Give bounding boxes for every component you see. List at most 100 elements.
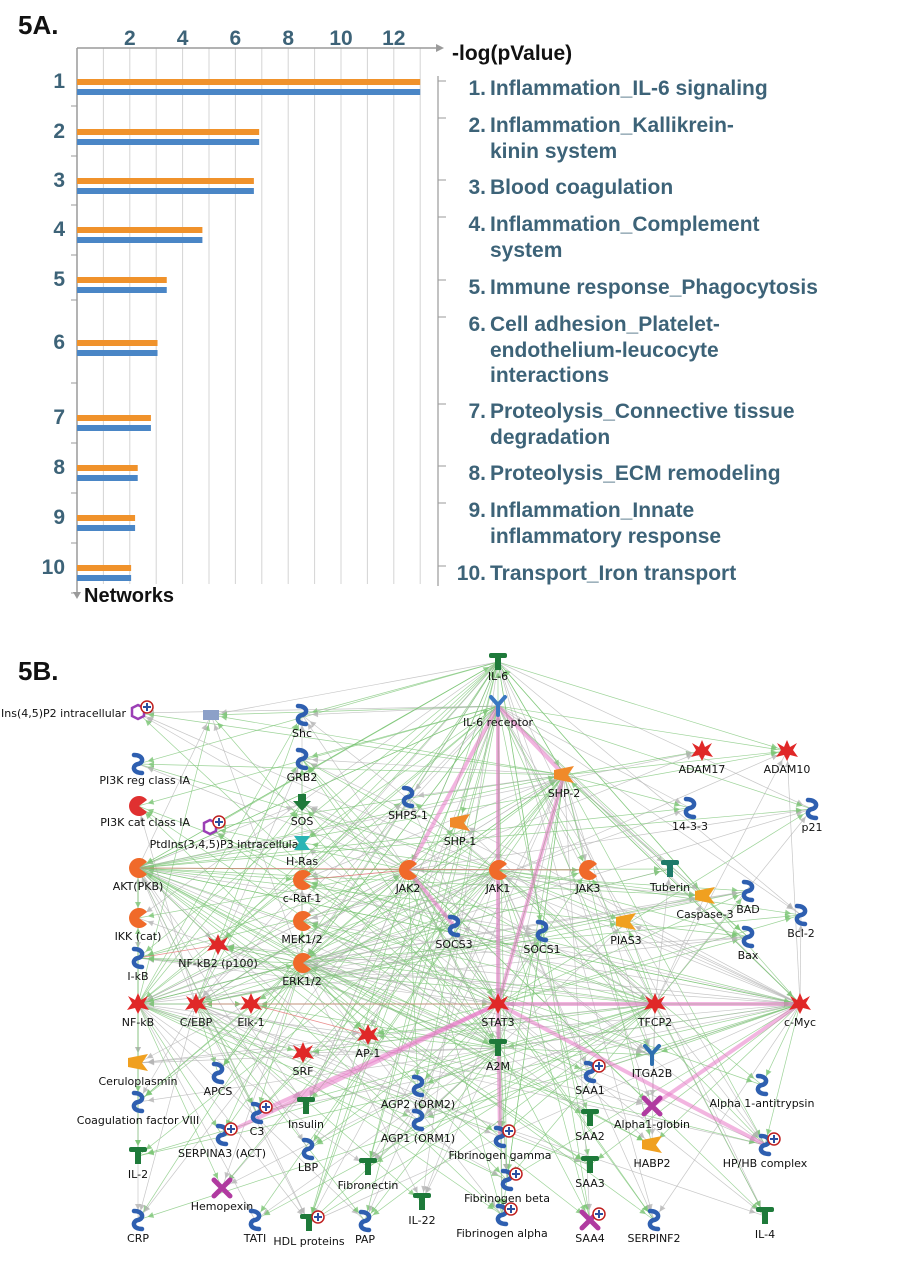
edge-arrow bbox=[227, 945, 235, 952]
legend-text: system bbox=[490, 239, 562, 262]
node-il-6 bbox=[489, 653, 507, 670]
node-sos bbox=[293, 794, 311, 811]
edge-arrow bbox=[574, 1107, 582, 1114]
edge bbox=[137, 661, 499, 919]
edge bbox=[301, 758, 409, 871]
edge bbox=[497, 930, 543, 1049]
node-label: Bax bbox=[738, 949, 759, 962]
edge-arrow bbox=[481, 997, 489, 1004]
edge bbox=[210, 714, 303, 964]
legend-text: kinin system bbox=[490, 140, 617, 163]
edge bbox=[137, 867, 591, 1221]
edge-arrow bbox=[463, 926, 471, 933]
node-hphb bbox=[758, 1132, 781, 1157]
node-label: A2M bbox=[486, 1060, 510, 1073]
edge-arrow bbox=[745, 1076, 753, 1083]
edge-arrow bbox=[586, 1203, 593, 1211]
edge-arrow bbox=[224, 1058, 231, 1066]
edge-arrow bbox=[665, 878, 672, 886]
edge bbox=[302, 1003, 656, 1054]
edge bbox=[301, 868, 671, 964]
category-label: 1 bbox=[53, 70, 65, 93]
edge-arrow bbox=[583, 1148, 590, 1156]
node-jak1 bbox=[489, 860, 507, 880]
category-label: 5 bbox=[53, 268, 65, 291]
edge bbox=[137, 867, 419, 1121]
edge-arrow bbox=[784, 909, 792, 916]
edge-arrow bbox=[307, 767, 314, 774]
edge-arrow bbox=[643, 1089, 650, 1097]
edge bbox=[250, 1003, 369, 1036]
node-label: ITGA2B bbox=[632, 1067, 673, 1080]
edge bbox=[137, 867, 499, 1049]
edge-arrow bbox=[571, 872, 579, 878]
edge bbox=[137, 944, 219, 959]
node-nfkb2 bbox=[207, 934, 229, 955]
edge-arrow bbox=[577, 854, 584, 862]
node-ikk bbox=[129, 908, 147, 928]
node-label: IL-4 bbox=[755, 1228, 775, 1241]
edge bbox=[563, 750, 703, 776]
edge bbox=[301, 758, 801, 1005]
node-mek12 bbox=[293, 911, 311, 931]
edge bbox=[654, 750, 788, 1005]
node-label: 14-3-3 bbox=[672, 820, 708, 833]
edge bbox=[587, 869, 656, 1005]
edge bbox=[195, 1003, 591, 1166]
legend-number: 2. bbox=[468, 114, 486, 137]
edge bbox=[137, 1003, 766, 1217]
node-lbp bbox=[301, 1137, 315, 1161]
node-a2m bbox=[489, 1039, 507, 1056]
node-label: SOS bbox=[291, 815, 314, 828]
edge bbox=[137, 867, 303, 881]
edge bbox=[137, 867, 197, 1005]
highlight-edge bbox=[650, 1002, 802, 1108]
edge-arrow bbox=[766, 1069, 772, 1076]
edge bbox=[137, 1003, 223, 1189]
edge bbox=[137, 867, 706, 897]
edge-arrow bbox=[592, 878, 598, 886]
edge bbox=[625, 921, 801, 1005]
edge bbox=[301, 962, 653, 1056]
edge-arrow bbox=[491, 1169, 499, 1176]
edge bbox=[417, 1003, 656, 1121]
edge bbox=[137, 869, 409, 1103]
node-label: Tuberin bbox=[649, 881, 690, 894]
edge bbox=[137, 962, 303, 1005]
edge-arrow bbox=[488, 1032, 494, 1040]
node-label: SHPS-1 bbox=[388, 809, 428, 822]
node-label: HABP2 bbox=[634, 1157, 671, 1170]
edge bbox=[308, 1047, 499, 1224]
edge bbox=[407, 796, 656, 1005]
edge bbox=[301, 869, 499, 922]
node-label: c-Raf-1 bbox=[283, 892, 321, 905]
edge-arrow bbox=[649, 1128, 656, 1136]
legend-text: Inflammation_Complement bbox=[490, 213, 760, 236]
edge-arrow bbox=[352, 1206, 359, 1214]
node-c3 bbox=[250, 1100, 273, 1125]
edge-arrow bbox=[285, 842, 293, 849]
edge-arrow bbox=[225, 932, 233, 939]
edge bbox=[137, 869, 499, 959]
bar-series-orange bbox=[77, 565, 132, 571]
edge-arrow bbox=[628, 931, 635, 939]
edge bbox=[301, 758, 565, 776]
edge bbox=[137, 867, 303, 964]
edge bbox=[137, 957, 656, 1005]
edge bbox=[497, 921, 627, 1049]
edge bbox=[301, 802, 499, 1049]
node-shps1 bbox=[401, 785, 415, 809]
node-il22 bbox=[413, 1193, 431, 1210]
edge bbox=[137, 758, 303, 1005]
edge bbox=[301, 802, 656, 1005]
node-adam10 bbox=[776, 740, 798, 761]
edge-arrow bbox=[460, 806, 467, 814]
edge bbox=[499, 774, 565, 1138]
edge-arrow bbox=[642, 1205, 649, 1212]
node-coagviii bbox=[131, 1090, 145, 1114]
edge bbox=[407, 808, 813, 871]
edge bbox=[367, 1034, 499, 1049]
category-label: 2 bbox=[53, 120, 65, 143]
edge-arrow bbox=[784, 913, 792, 920]
node-habp2 bbox=[642, 1136, 662, 1153]
